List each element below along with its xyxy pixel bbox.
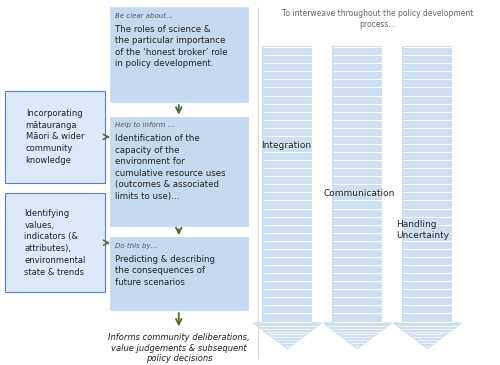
Text: The roles of science &
the particular importance
of the ‘honest broker’ role
in : The roles of science & the particular im…: [115, 25, 228, 68]
Text: Integration: Integration: [261, 142, 311, 150]
FancyBboxPatch shape: [110, 237, 248, 310]
Polygon shape: [254, 323, 322, 349]
Text: Identification of the
capacity of the
environment for
cumulative resource uses
(: Identification of the capacity of the en…: [115, 134, 226, 201]
Text: Predicting & describing
the consequences of
future scenarios: Predicting & describing the consequences…: [115, 255, 215, 287]
FancyBboxPatch shape: [110, 117, 248, 226]
Text: Incorporating
mātauranga
Māori & wider
community
knowledge: Incorporating mātauranga Māori & wider c…: [26, 109, 84, 165]
Polygon shape: [394, 323, 462, 349]
Polygon shape: [324, 323, 392, 349]
FancyBboxPatch shape: [5, 91, 105, 182]
FancyBboxPatch shape: [5, 193, 105, 292]
Text: Handling
Uncertainty: Handling Uncertainty: [396, 220, 450, 240]
FancyBboxPatch shape: [110, 7, 248, 102]
Text: Identifying
values,
indicators (&
attributes),
environmental
state & trends: Identifying values, indicators (& attrib…: [24, 209, 86, 277]
Text: Help to inform …: Help to inform …: [115, 122, 175, 128]
FancyBboxPatch shape: [262, 46, 312, 323]
Text: Do this by…: Do this by…: [115, 243, 158, 249]
FancyBboxPatch shape: [332, 46, 382, 323]
Text: Informs community deliberations,
value judgements & subsequent
policy decisions: Informs community deliberations, value j…: [108, 333, 250, 363]
Text: Be clear about…: Be clear about…: [115, 13, 173, 19]
FancyBboxPatch shape: [402, 46, 452, 323]
Text: Communication: Communication: [324, 189, 396, 198]
Text: To interweave throughout the policy development
process…: To interweave throughout the policy deve…: [282, 9, 473, 28]
